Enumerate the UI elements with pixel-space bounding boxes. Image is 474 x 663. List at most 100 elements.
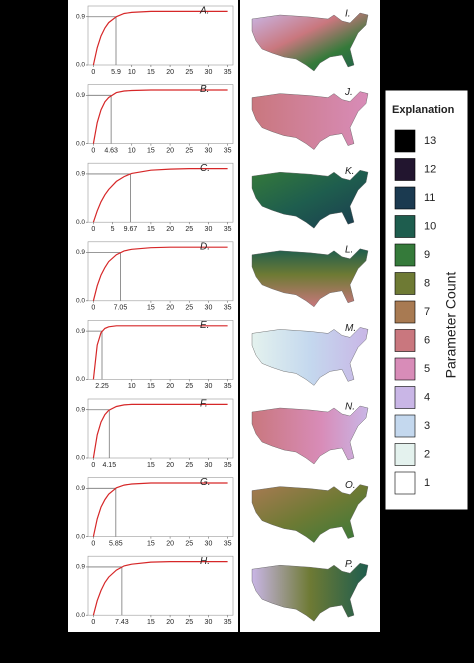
map: [251, 248, 369, 308]
y-tick-label: 0.9: [76, 249, 85, 256]
threshold-label: 4.63: [104, 147, 118, 154]
x-tick-label: 15: [147, 462, 155, 469]
legend-swatch: [394, 215, 416, 238]
chart-panel: [68, 0, 238, 632]
panel-label: D.: [200, 241, 210, 252]
map: [251, 91, 369, 150]
y-tick-label: 0.9: [76, 328, 85, 335]
legend-label: 13: [424, 135, 436, 147]
map-shape: [251, 91, 369, 150]
x-tick-label: 30: [205, 619, 213, 626]
x-tick-label: 0: [91, 462, 95, 469]
legend-label: 6: [424, 334, 430, 346]
y-tick-label: 0.0: [76, 455, 85, 462]
map-shape: [251, 405, 369, 465]
threshold-label: 7.05: [114, 305, 128, 312]
legend-label: 3: [424, 420, 430, 432]
x-tick-label: 20: [166, 226, 174, 233]
curve: [92, 246, 228, 301]
x-tick-label: 20: [166, 147, 174, 154]
x-tick-label: 15: [147, 540, 155, 547]
legend-label: 8: [424, 277, 430, 289]
x-tick-label: 20: [166, 69, 174, 76]
threshold-label: 5.9: [111, 69, 121, 76]
x-tick-label: 20: [166, 383, 174, 390]
legend-swatch: [394, 443, 416, 466]
legend-title: Explanation: [392, 104, 455, 116]
curve: [92, 403, 228, 459]
map: [251, 327, 369, 386]
panel-label: B.: [200, 84, 209, 95]
y-tick-label: 0.0: [76, 298, 85, 305]
x-tick-label: 15: [147, 147, 155, 154]
legend-label: 12: [424, 163, 436, 175]
y-tick-label: 0.0: [76, 612, 85, 619]
x-tick-label: 30: [205, 226, 213, 233]
x-tick-label: 25: [185, 540, 193, 547]
x-tick-label: 30: [205, 540, 213, 547]
threshold-label: 9.67: [124, 226, 138, 233]
x-tick-label: 0: [91, 619, 95, 626]
x-tick-label: 25: [185, 226, 193, 233]
map-label: I.: [345, 9, 351, 20]
legend-swatch: [394, 386, 416, 409]
x-tick-label: 0: [91, 305, 95, 312]
x-tick-label: 15: [147, 383, 155, 390]
x-tick-label: 0: [91, 147, 95, 154]
x-tick-label: 35: [224, 305, 232, 312]
x-tick-label: 15: [147, 619, 155, 626]
map: [251, 484, 369, 543]
x-tick-label: 15: [147, 69, 155, 76]
x-tick-label: 30: [205, 383, 213, 390]
threshold-label: 2.25: [95, 383, 109, 390]
plot-frame: [87, 398, 234, 459]
threshold-label: 5.85: [109, 540, 123, 547]
map-shape: [251, 327, 369, 386]
panel-label: F.: [200, 399, 208, 410]
x-tick-label: 15: [147, 305, 155, 312]
map-label: P.: [345, 559, 353, 570]
x-tick-label: 0: [91, 226, 95, 233]
x-tick-label: 0: [91, 540, 95, 547]
legend-swatch: [394, 129, 416, 153]
legend-swatch: [394, 186, 416, 210]
x-tick-label: 35: [224, 383, 232, 390]
map-shape: [251, 562, 369, 622]
panel-label: C.: [200, 163, 210, 174]
x-tick-label: 20: [166, 305, 174, 312]
curve: [92, 168, 228, 223]
curve: [92, 325, 228, 380]
map-label: K.: [345, 166, 354, 177]
x-tick-label: 30: [205, 69, 213, 76]
x-tick-label: 25: [185, 147, 193, 154]
y-tick-label: 0.9: [76, 13, 85, 20]
curve: [92, 10, 228, 66]
legend-label: 5: [424, 363, 430, 375]
x-tick-label: 10: [128, 147, 136, 154]
panel-label: H.: [200, 556, 210, 567]
legend-swatch: [394, 272, 416, 295]
map-shape: [251, 169, 369, 229]
x-tick-label: 30: [205, 147, 213, 154]
x-tick-label: 25: [185, 305, 193, 312]
x-tick-label: 25: [185, 462, 193, 469]
plot-frame: [87, 5, 234, 66]
map: [251, 12, 369, 72]
legend-label: 7: [424, 306, 430, 318]
legend-swatch: [394, 357, 416, 381]
x-tick-label: 35: [224, 462, 232, 469]
x-tick-label: 10: [128, 383, 136, 390]
y-tick-label: 0.0: [76, 62, 85, 69]
plot-frame: [87, 241, 234, 302]
x-tick-label: 35: [224, 226, 232, 233]
plot-frame: [87, 555, 234, 616]
legend-swatch: [394, 243, 416, 267]
x-tick-label: 35: [224, 540, 232, 547]
x-tick-label: 35: [224, 69, 232, 76]
x-tick-label: 30: [205, 462, 213, 469]
x-tick-label: 5: [111, 226, 115, 233]
x-tick-label: 15: [147, 226, 155, 233]
y-tick-label: 0.9: [76, 92, 85, 99]
map: [251, 405, 369, 465]
